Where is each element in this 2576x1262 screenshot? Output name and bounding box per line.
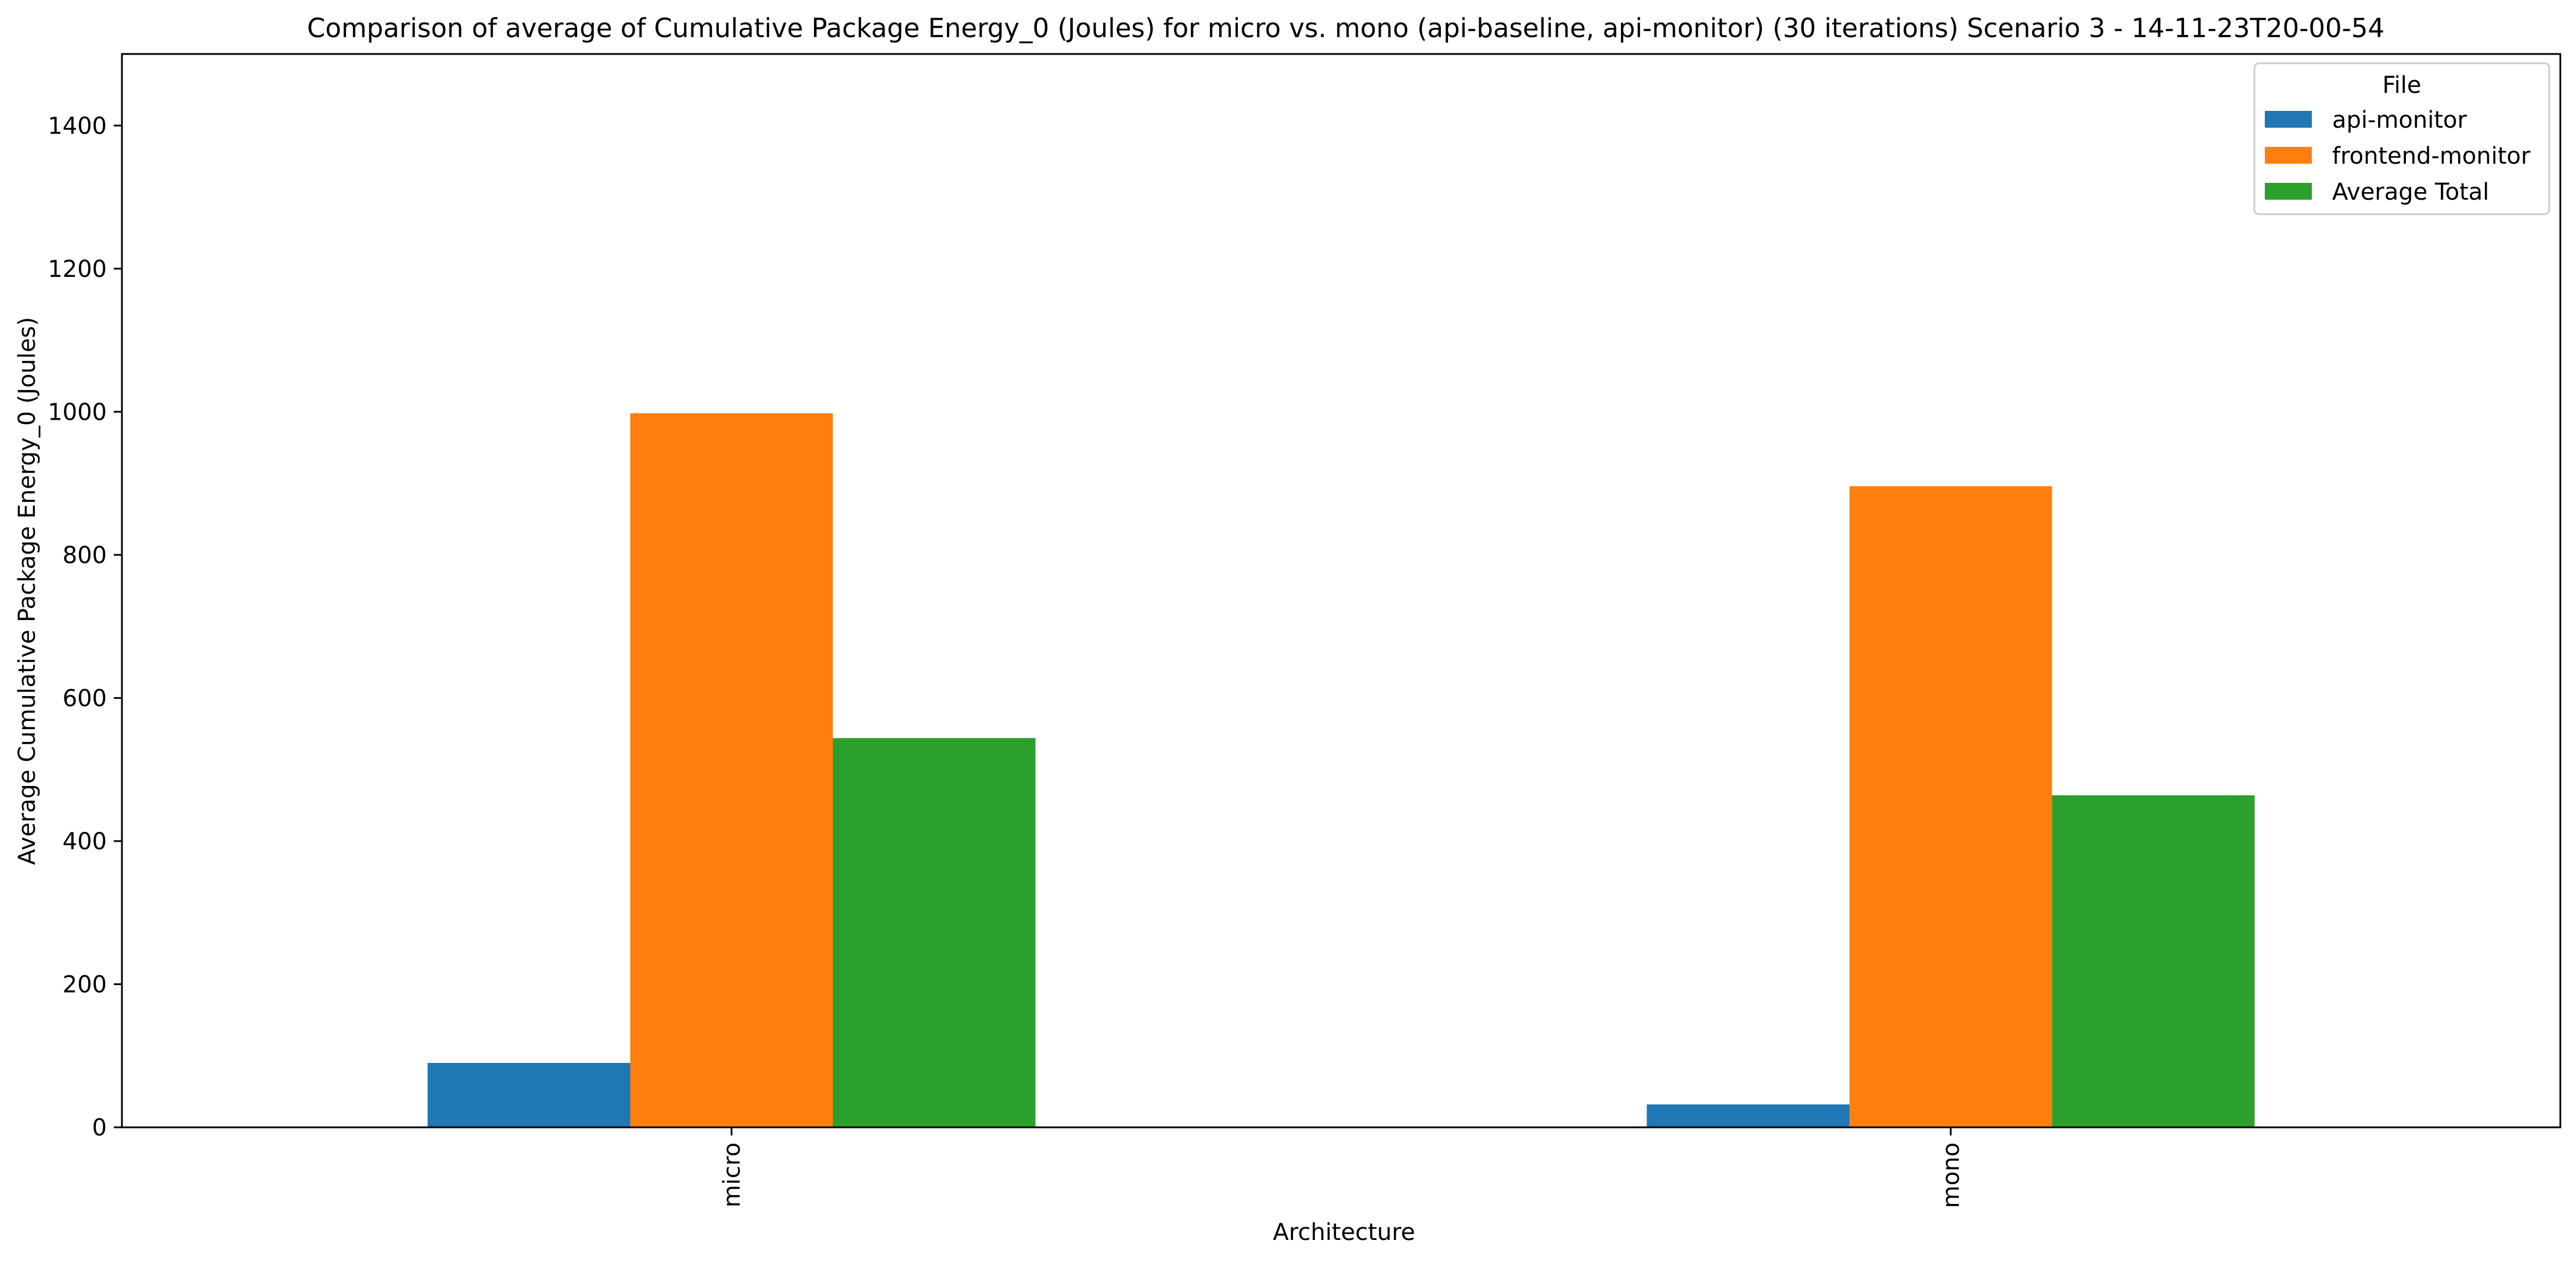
y-axis-ticks: 0 200 400 600 800 1000 1200 1400 [48,113,122,1141]
x-axis-label: Architecture [1273,1219,1415,1246]
y-tick-label: 800 [63,542,107,569]
legend-entry-label: api-monitor [2332,107,2467,134]
bar-average-total-mono [2052,795,2255,1127]
legend-swatch [2265,183,2312,200]
legend-title: File [2383,72,2422,99]
plot-frame [121,53,2561,1128]
x-axis-ticks: micro mono [719,1127,1965,1208]
legend-entry-label: Average Total [2332,179,2489,205]
bar-frontend-monitor-micro [630,413,833,1128]
x-tick-label: mono [1938,1142,1965,1208]
legend-swatch [2265,147,2312,164]
y-tick-label: 200 [63,971,107,998]
y-tick-label: 600 [63,685,107,712]
bars-group [427,413,2255,1128]
legend-frame [2253,62,2550,215]
y-axis-label: Average Cumulative Package Energy_0 (Jou… [14,317,41,865]
y-tick-label: 1000 [48,399,107,426]
bar-api-monitor-mono [1647,1104,1850,1127]
bar-average-total-micro [833,738,1036,1127]
legend-entry-label: frontend-monitor [2332,143,2531,170]
y-tick-label: 1200 [48,256,107,283]
bar-frontend-monitor-mono [1849,486,2052,1127]
y-tick-label: 0 [92,1115,107,1141]
x-tick-label: micro [719,1142,745,1207]
y-tick-label: 1400 [48,113,107,139]
legend: File api-monitor frontend-monitor Average … [2253,62,2550,215]
bar-api-monitor-micro [427,1063,631,1127]
chart-title: Comparison of average of Cumulative Pack… [307,13,2384,44]
legend-swatch [2265,111,2312,128]
y-tick-label: 400 [63,828,107,855]
